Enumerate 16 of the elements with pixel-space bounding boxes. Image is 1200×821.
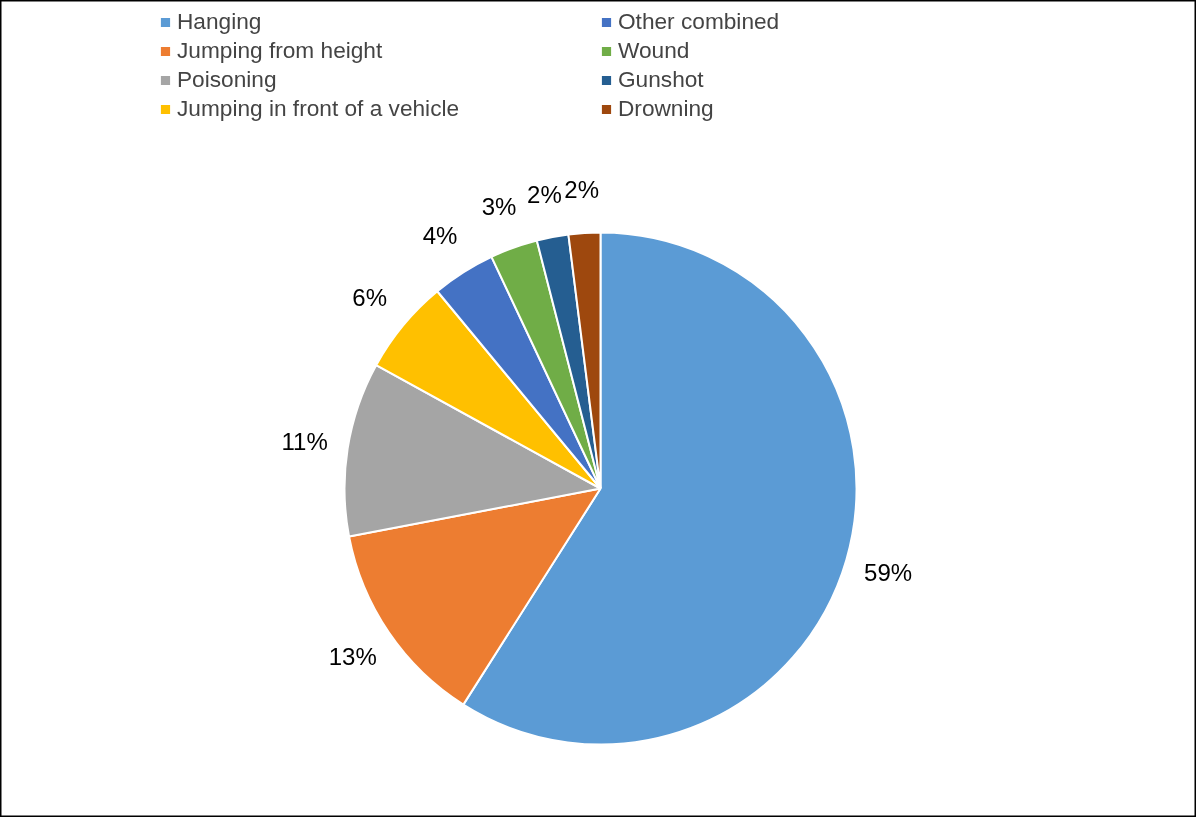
data-label: 2%	[527, 180, 562, 208]
legend-label: Drowning	[618, 95, 715, 122]
data-label: 59%	[864, 558, 913, 586]
data-label: 3%	[481, 193, 517, 221]
legend-label: Gunshot	[618, 66, 705, 93]
legend-label: Wound	[618, 37, 691, 64]
data-label: 6%	[352, 284, 388, 312]
legend-label: Jumping from height	[177, 37, 384, 64]
legend-label: Jumping in front of a vehicle	[177, 95, 461, 122]
data-label: 11%	[281, 428, 328, 456]
data-label: 2%	[564, 176, 600, 204]
data-label: 13%	[328, 643, 377, 671]
legend-label: Hanging	[177, 8, 263, 35]
legend-label: Poisoning	[177, 66, 278, 93]
data-label: 4%	[422, 222, 458, 250]
legend-label: Other combined	[618, 8, 781, 35]
